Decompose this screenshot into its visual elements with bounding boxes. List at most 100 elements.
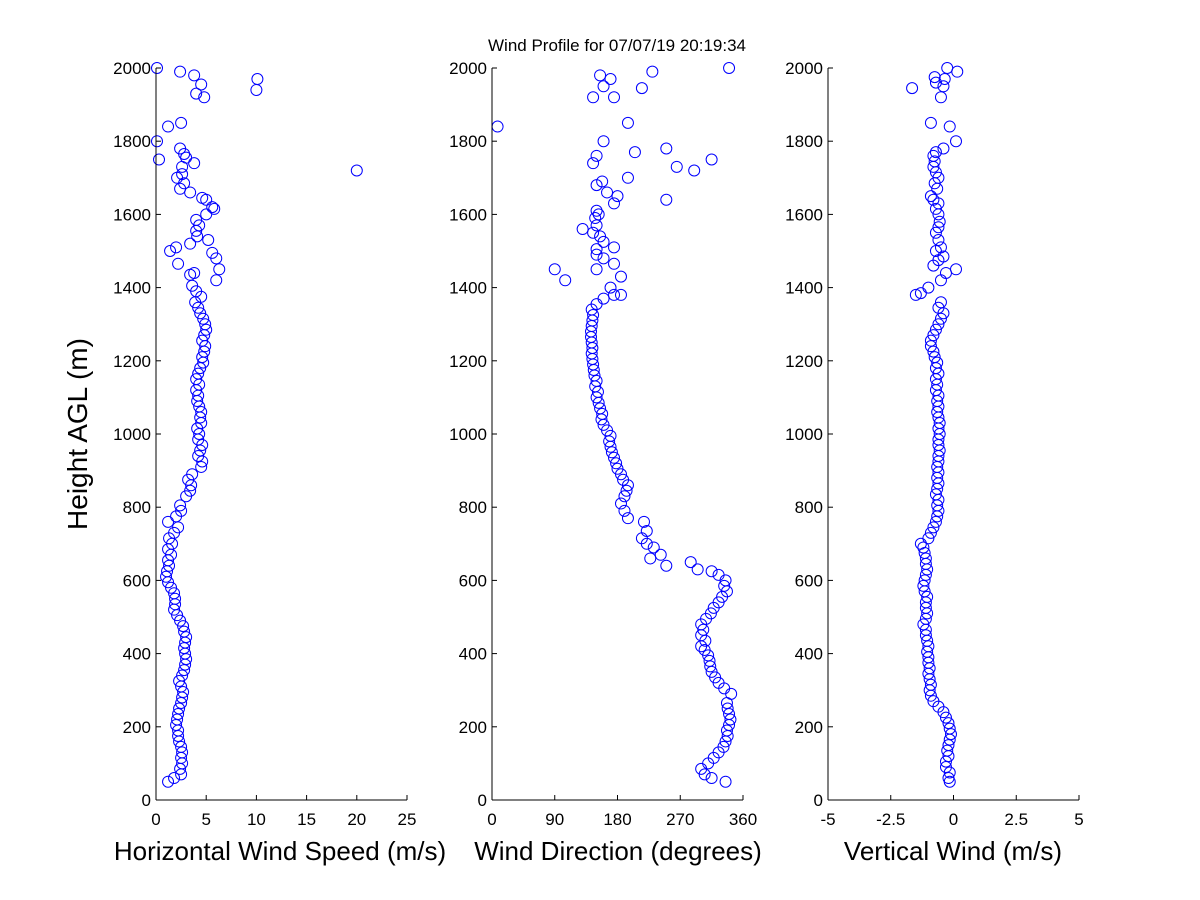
vertical-data-point xyxy=(927,521,940,534)
speed-x-tick-label: 0 xyxy=(151,810,160,829)
direction-data-point xyxy=(660,193,673,206)
vertical-data-point xyxy=(924,678,937,691)
direction-y-tick-label: 600 xyxy=(459,571,487,590)
vertical-data-point xyxy=(933,215,946,228)
direction-data-point xyxy=(637,515,650,528)
vertical-data-point xyxy=(937,142,950,155)
speed-data-point xyxy=(180,631,193,644)
speed-marks xyxy=(151,62,363,788)
vertical-marks xyxy=(906,62,964,788)
vertical-data-point xyxy=(950,135,963,148)
speed-data-point xyxy=(176,168,189,181)
direction-data-point xyxy=(698,643,711,656)
vertical-data-point xyxy=(938,72,951,85)
direction-data-point xyxy=(721,702,734,715)
horizontal-wind-speed-panel: 0 200 400 600 800 1000 1200 1400 1600 1800 2000 0 5 1… xyxy=(113,59,446,866)
speed-data-point xyxy=(168,772,181,785)
speed-data-point xyxy=(194,307,207,320)
direction-x-tick-label: 270 xyxy=(666,810,694,829)
vertical-data-point xyxy=(942,739,955,752)
direction-data-point xyxy=(594,69,607,82)
vertical-data-point xyxy=(909,288,922,301)
vertical-data-point xyxy=(929,323,942,336)
vertical-data-point xyxy=(924,116,937,129)
direction-data-point xyxy=(587,157,600,170)
vertical-data-point xyxy=(934,91,947,104)
direction-data-point xyxy=(589,212,602,225)
vertical-data-point xyxy=(937,80,950,93)
direction-data-point xyxy=(587,309,600,322)
direction-data-point xyxy=(590,263,603,276)
speed-y-tick-label: 800 xyxy=(123,498,151,517)
direction-data-point xyxy=(614,270,627,283)
direction-data-point xyxy=(608,91,621,104)
direction-data-point xyxy=(617,473,630,486)
direction-data-point xyxy=(614,497,627,510)
direction-x-tick-label: 180 xyxy=(603,810,631,829)
speed-data-point xyxy=(350,164,363,177)
speed-x-tick-label: 5 xyxy=(201,810,210,829)
vertical-data-point xyxy=(933,417,946,430)
direction-y-tick-label: 400 xyxy=(459,645,487,664)
direction-data-point xyxy=(621,512,634,525)
direction-marks xyxy=(491,62,738,788)
vertical-y-tick-label: 1600 xyxy=(785,205,823,224)
direction-axes: 0 200 400 600 800 1000 1200 1400 1600 1800 2000 0 90… xyxy=(449,59,757,829)
vertical-data-point xyxy=(929,488,942,501)
speed-y-tick-label: 1200 xyxy=(113,352,151,371)
vertical-data-point xyxy=(934,312,947,325)
speed-data-point xyxy=(192,367,205,380)
wind-direction-panel: 0 200 400 600 800 1000 1200 1400 1600 1800 2000 0 90… xyxy=(449,59,762,866)
speed-axes: 0 200 400 600 800 1000 1200 1400 1600 1800 2000 0 5 1… xyxy=(113,59,416,829)
vertical-data-point xyxy=(932,221,945,234)
direction-data-point xyxy=(604,72,617,85)
vertical-data-point xyxy=(929,146,942,159)
speed-data-point xyxy=(200,323,213,336)
speed-data-point xyxy=(162,120,175,133)
speed-data-point xyxy=(210,274,223,287)
direction-data-point xyxy=(621,171,634,184)
speed-data-point xyxy=(172,257,185,270)
vertical-data-point xyxy=(943,120,956,133)
direction-data-point xyxy=(608,257,621,270)
direction-data-point xyxy=(597,292,610,305)
speed-x-tick-label: 15 xyxy=(297,810,316,829)
speed-data-point xyxy=(195,406,208,419)
speed-data-point xyxy=(196,191,209,204)
vertical-x-tick-label: -5 xyxy=(820,810,835,829)
vertical-data-point xyxy=(922,532,935,545)
vertical-data-point xyxy=(928,71,941,84)
speed-data-point xyxy=(200,208,213,221)
direction-data-point xyxy=(587,91,600,104)
speed-data-point xyxy=(177,620,190,633)
vertical-data-point xyxy=(943,722,956,735)
direction-data-point xyxy=(618,490,631,503)
direction-data-point xyxy=(644,552,657,565)
vertical-x-tick-label: -2.5 xyxy=(876,810,905,829)
direction-data-point xyxy=(608,197,621,210)
speed-data-point xyxy=(170,241,183,254)
speed-data-point xyxy=(168,587,181,600)
direction-data-point xyxy=(691,563,704,576)
direction-data-point xyxy=(723,62,736,74)
direction-data-point xyxy=(590,248,603,261)
direction-data-point xyxy=(576,223,589,236)
direction-y-tick-label: 0 xyxy=(478,791,487,810)
direction-data-point xyxy=(704,607,717,620)
vertical-axes: 0 200 400 600 800 1000 1200 1400 1600 1800 2000 -5 -… xyxy=(785,59,1084,829)
direction-data-point xyxy=(611,462,624,475)
speed-data-point xyxy=(206,246,219,259)
direction-data-point xyxy=(604,281,617,294)
direction-data-point xyxy=(712,568,725,581)
direction-data-point xyxy=(597,80,610,93)
vertical-wind-panel: 0 200 400 600 800 1000 1200 1400 1600 1800 2000 -5 -… xyxy=(785,59,1084,866)
vertical-data-point xyxy=(906,82,919,95)
speed-data-point xyxy=(169,592,182,605)
speed-data-point xyxy=(188,266,201,279)
vertical-data-point xyxy=(932,234,945,247)
direction-data-point xyxy=(608,241,621,254)
vertical-x-tick-label: 5 xyxy=(1074,810,1083,829)
direction-data-point xyxy=(597,135,610,148)
vertical-data-point xyxy=(951,65,964,78)
speed-y-tick-label: 1600 xyxy=(113,205,151,224)
